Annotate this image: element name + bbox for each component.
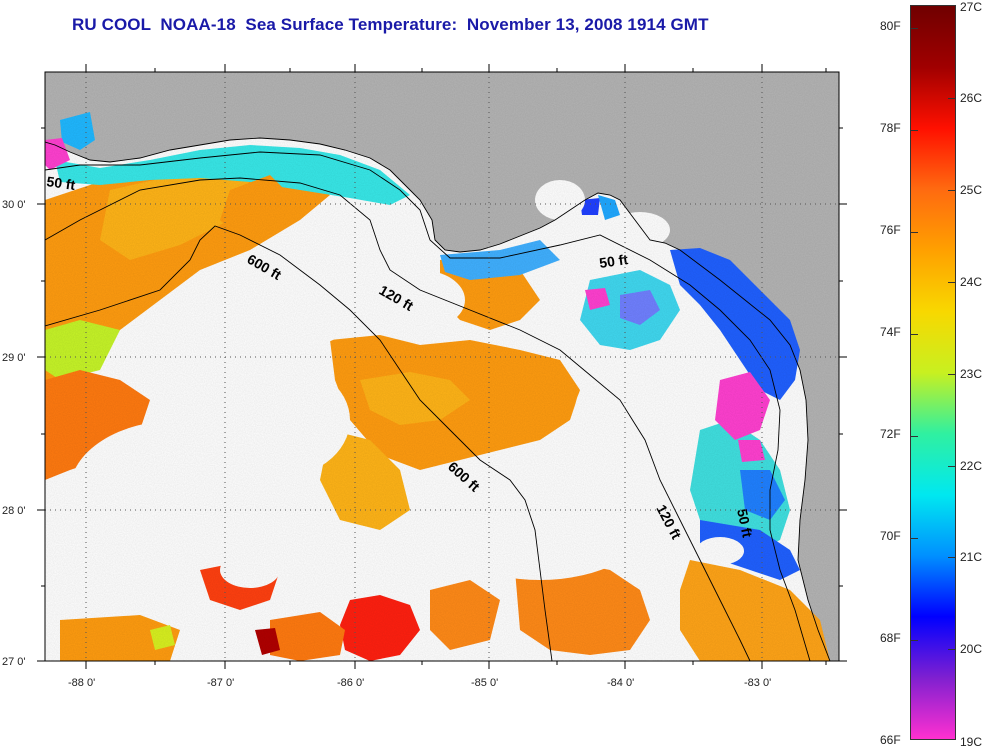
colorbar-c-label: 23C xyxy=(960,367,983,381)
colorbar-f-label: 68F xyxy=(880,631,901,645)
x-tick-label: -87 0' xyxy=(207,677,234,689)
contour-120ft xyxy=(45,177,751,661)
colorbar-c-label: 27C xyxy=(960,0,983,14)
y-tick-label: 28 0' xyxy=(2,505,26,517)
colorbar-c-label: 19C xyxy=(960,735,983,749)
colorbar-f-label: 70F xyxy=(880,529,901,543)
x-tick-label: -84 0' xyxy=(607,677,634,689)
grid-lines xyxy=(45,72,839,661)
contour-label: 50 ft xyxy=(46,173,77,193)
colorbar-c-label: 22C xyxy=(960,459,983,473)
y-tick-label: 29 0' xyxy=(2,352,26,364)
contour-label: 50 ft xyxy=(598,251,629,271)
colorbar xyxy=(910,5,956,740)
x-tick-label: -86 0' xyxy=(337,677,364,689)
x-tick-label: -83 0' xyxy=(744,677,771,689)
y-tick-label: 30 0' xyxy=(2,199,26,211)
axis-ticks xyxy=(37,64,847,669)
colorbar-c-label: 24C xyxy=(960,275,983,289)
x-tick-label: -85 0' xyxy=(471,677,498,689)
contour-label: 50 ft xyxy=(734,507,756,539)
map-title: RU COOL NOAA-18 Sea Surface Temperature:… xyxy=(72,15,709,34)
colorbar-f-label: 72F xyxy=(880,427,901,441)
colorbar-f-label: 78F xyxy=(880,121,901,135)
map-plot-area: 50 ft 600 ft 120 ft 50 ft 600 ft 120 ft … xyxy=(45,72,839,661)
colorbar-c-label: 20C xyxy=(960,642,983,656)
colorbar-f-label: 74F xyxy=(880,325,901,339)
colorbar-c-label: 26C xyxy=(960,91,983,105)
map-frame xyxy=(44,71,840,662)
colorbar-f-label: 80F xyxy=(880,19,901,33)
colorbar-f-label: 66F xyxy=(880,733,901,747)
colorbar-c-label: 25C xyxy=(960,183,983,197)
contour-50ft xyxy=(45,151,811,661)
colorbar-f-label: 76F xyxy=(880,223,901,237)
x-tick-label: -88 0' xyxy=(68,677,95,689)
colorbar-c-label: 21C xyxy=(960,550,983,564)
y-tick-label: 27 0' xyxy=(2,656,26,668)
contour-600ft xyxy=(45,225,553,661)
